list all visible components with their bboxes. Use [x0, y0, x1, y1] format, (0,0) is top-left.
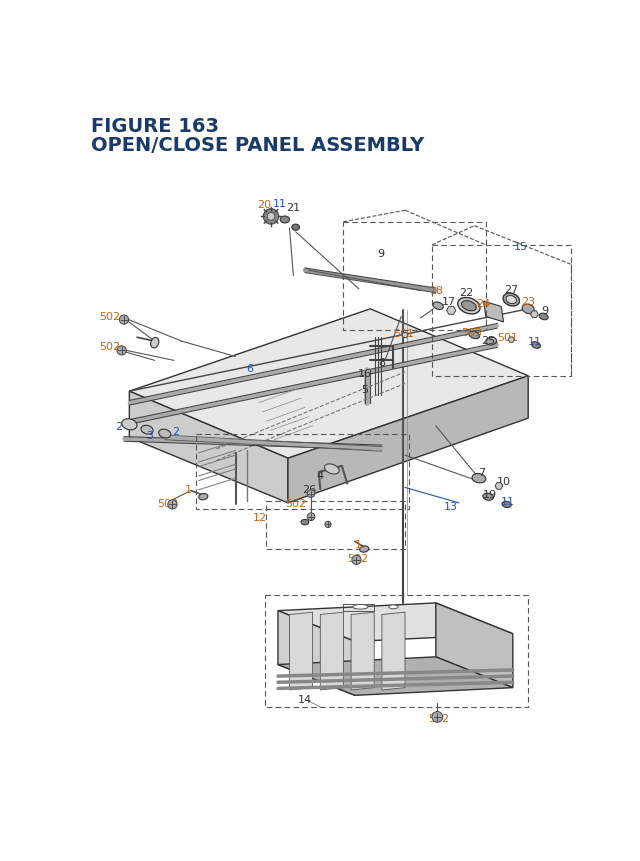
Polygon shape — [484, 301, 504, 323]
Ellipse shape — [503, 294, 520, 307]
Text: 14: 14 — [298, 694, 312, 704]
Ellipse shape — [539, 314, 548, 320]
Ellipse shape — [360, 546, 369, 553]
Text: FIGURE 163: FIGURE 163 — [91, 117, 219, 136]
Ellipse shape — [502, 502, 511, 508]
Circle shape — [119, 316, 129, 325]
Text: 2: 2 — [172, 427, 179, 437]
Ellipse shape — [472, 474, 486, 483]
Text: 501: 501 — [393, 328, 414, 338]
Text: 11: 11 — [528, 337, 542, 347]
Polygon shape — [495, 483, 503, 490]
Text: 503: 503 — [461, 327, 483, 338]
Text: 15: 15 — [513, 242, 527, 252]
Polygon shape — [129, 309, 528, 459]
Polygon shape — [278, 611, 355, 696]
Ellipse shape — [122, 419, 137, 430]
Text: 27: 27 — [504, 284, 518, 294]
Circle shape — [307, 490, 315, 498]
Ellipse shape — [301, 520, 308, 525]
Text: OPEN/CLOSE PANEL ASSEMBLY: OPEN/CLOSE PANEL ASSEMBLY — [91, 136, 424, 155]
Text: 25: 25 — [481, 335, 495, 345]
Ellipse shape — [353, 604, 368, 610]
Text: 502: 502 — [99, 313, 120, 322]
Text: 502: 502 — [157, 499, 179, 508]
Text: 501: 501 — [497, 333, 518, 343]
Polygon shape — [288, 376, 528, 504]
Text: 8: 8 — [378, 357, 385, 368]
Ellipse shape — [486, 338, 497, 345]
Circle shape — [168, 500, 177, 510]
Text: 24: 24 — [476, 299, 491, 309]
Ellipse shape — [141, 426, 153, 435]
Text: 9: 9 — [377, 249, 384, 259]
Text: 7: 7 — [479, 468, 486, 478]
Text: 21: 21 — [286, 203, 300, 213]
Polygon shape — [531, 312, 538, 319]
Text: 19: 19 — [483, 489, 497, 499]
Circle shape — [267, 214, 275, 221]
Text: 4: 4 — [317, 471, 324, 480]
Text: 12: 12 — [253, 512, 268, 522]
Ellipse shape — [292, 225, 300, 231]
Text: 3: 3 — [146, 430, 153, 441]
Text: 1: 1 — [355, 539, 362, 549]
Ellipse shape — [389, 605, 398, 609]
Ellipse shape — [458, 298, 480, 314]
Circle shape — [117, 346, 126, 356]
Text: 20: 20 — [257, 200, 271, 210]
Text: 11: 11 — [273, 198, 287, 208]
Ellipse shape — [483, 493, 493, 500]
Ellipse shape — [531, 343, 540, 349]
Circle shape — [352, 555, 361, 565]
Text: 26: 26 — [303, 485, 317, 494]
Ellipse shape — [522, 305, 534, 314]
Text: 23: 23 — [521, 297, 535, 307]
Ellipse shape — [433, 302, 444, 310]
Ellipse shape — [469, 331, 479, 339]
Polygon shape — [382, 612, 405, 691]
Text: 502: 502 — [99, 341, 120, 351]
Polygon shape — [289, 612, 312, 691]
Text: 1: 1 — [184, 485, 191, 494]
Ellipse shape — [280, 217, 289, 224]
Polygon shape — [402, 333, 408, 338]
Text: 502: 502 — [285, 499, 306, 508]
Text: 9: 9 — [541, 306, 548, 316]
Text: 22: 22 — [460, 288, 474, 298]
Ellipse shape — [159, 430, 171, 438]
Circle shape — [307, 513, 315, 521]
Polygon shape — [320, 612, 344, 691]
Text: 6: 6 — [246, 363, 253, 374]
Text: 5: 5 — [362, 384, 369, 394]
Polygon shape — [447, 307, 456, 315]
Text: 17: 17 — [442, 297, 456, 307]
Polygon shape — [508, 338, 515, 343]
Polygon shape — [129, 392, 288, 504]
Text: 18: 18 — [430, 286, 444, 296]
Ellipse shape — [324, 464, 339, 474]
Ellipse shape — [461, 301, 476, 312]
Polygon shape — [436, 604, 513, 688]
Text: 2: 2 — [115, 421, 122, 431]
Polygon shape — [278, 657, 513, 696]
Polygon shape — [278, 604, 513, 641]
Circle shape — [325, 522, 331, 528]
Text: 16: 16 — [358, 369, 372, 379]
Circle shape — [263, 209, 279, 225]
Ellipse shape — [150, 338, 159, 349]
Text: 10: 10 — [497, 477, 511, 486]
Ellipse shape — [198, 494, 208, 500]
Text: 502: 502 — [428, 714, 449, 723]
Text: 13: 13 — [444, 501, 458, 511]
Text: 11: 11 — [501, 497, 515, 507]
Circle shape — [432, 712, 443, 722]
Ellipse shape — [506, 296, 516, 304]
Text: 502: 502 — [347, 554, 368, 564]
Polygon shape — [351, 612, 374, 691]
